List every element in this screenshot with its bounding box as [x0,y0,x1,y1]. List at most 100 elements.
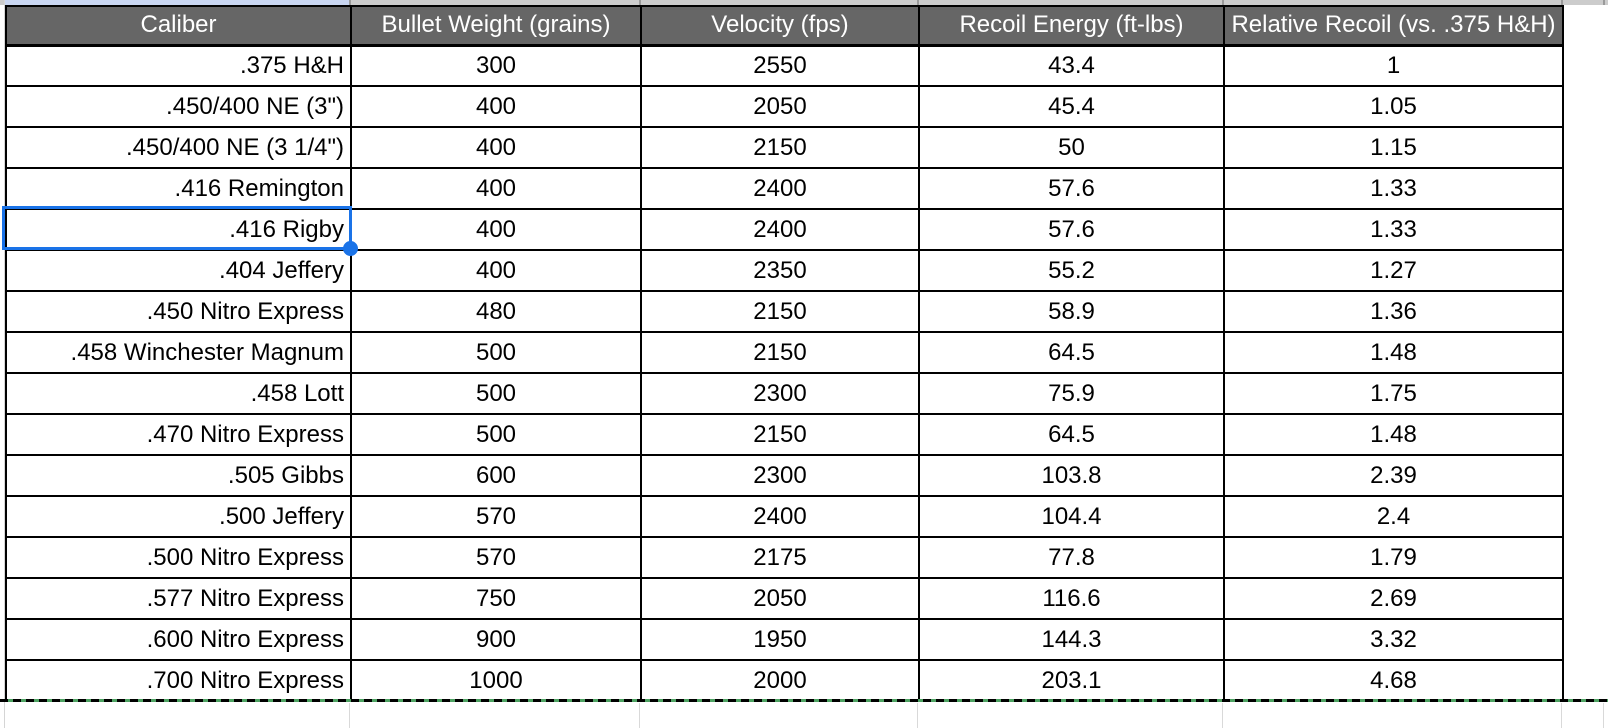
cell-A12[interactable]: .505 Gibbs [5,454,352,497]
cell-A13[interactable]: .500 Jeffery [5,495,352,538]
cell-A9[interactable]: .458 Winchester Magnum [5,331,352,374]
cell-B15[interactable]: 750 [350,577,642,620]
table-row: .458 Winchester Magnum 500 2150 64.5 1.48 [5,331,1564,374]
cell-E5[interactable]: 1.33 [1223,167,1564,210]
table-body: .375 H&H 300 2550 43.4 1.450/400 NE (3") 400 2… [5,44,1564,702]
header-cell-caliber[interactable]: Caliber [5,5,352,47]
gridline [1561,703,1562,728]
cell-D15[interactable]: 116.6 [918,577,1225,620]
cell-E9[interactable]: 1.48 [1223,331,1564,374]
table-row: .450 Nitro Express 480 2150 58.9 1.36 [5,290,1564,333]
cell-C5[interactable]: 2400 [640,167,920,210]
cell-E17[interactable]: 4.68 [1223,659,1564,702]
cell-C7[interactable]: 2350 [640,249,920,292]
cell-B11[interactable]: 500 [350,413,642,456]
cell-D9[interactable]: 64.5 [918,331,1225,374]
cell-B14[interactable]: 570 [350,536,642,579]
cell-E2[interactable]: 1 [1223,44,1564,87]
header-cell-bullet-weight[interactable]: Bullet Weight (grains) [350,5,642,47]
column-divider [639,0,641,5]
cell-C4[interactable]: 2150 [640,126,920,169]
cell-C14[interactable]: 2175 [640,536,920,579]
cell-D14[interactable]: 77.8 [918,536,1225,579]
cell-D11[interactable]: 64.5 [918,413,1225,456]
cell-C2[interactable]: 2550 [640,44,920,87]
cell-A2[interactable]: .375 H&H [5,44,352,87]
table-row: .700 Nitro Express 1000 2000 203.1 4.68 [5,659,1564,702]
cell-C8[interactable]: 2150 [640,290,920,333]
cell-D16[interactable]: 144.3 [918,618,1225,661]
cell-D8[interactable]: 58.9 [918,290,1225,333]
cell-B17[interactable]: 1000 [350,659,642,702]
cell-D3[interactable]: 45.4 [918,85,1225,128]
table-row: .470 Nitro Express 500 2150 64.5 1.48 [5,413,1564,456]
cell-A14[interactable]: .500 Nitro Express [5,536,352,579]
selection-box[interactable] [2,206,358,256]
cell-A17[interactable]: .700 Nitro Express [5,659,352,702]
cell-D6[interactable]: 57.6 [918,208,1225,251]
cell-E6[interactable]: 1.33 [1223,208,1564,251]
cell-A16[interactable]: .600 Nitro Express [5,618,352,661]
cell-B4[interactable]: 400 [350,126,642,169]
cell-A5[interactable]: .416 Remington [5,167,352,210]
cell-B3[interactable]: 400 [350,85,642,128]
cell-C6[interactable]: 2400 [640,208,920,251]
cell-E7[interactable]: 1.27 [1223,249,1564,292]
cell-E3[interactable]: 1.05 [1223,85,1564,128]
cell-C13[interactable]: 2400 [640,495,920,538]
header-cell-relative-recoil[interactable]: Relative Recoil (vs. .375 H&H) [1223,5,1564,47]
gridline [1222,703,1223,728]
cell-B9[interactable]: 500 [350,331,642,374]
cell-C17[interactable]: 2000 [640,659,920,702]
cell-A4[interactable]: .450/400 NE (3 1/4") [5,126,352,169]
cell-B7[interactable]: 400 [350,249,642,292]
cell-C3[interactable]: 2050 [640,85,920,128]
cell-B10[interactable]: 500 [350,372,642,415]
cell-B16[interactable]: 900 [350,618,642,661]
cell-E14[interactable]: 1.79 [1223,536,1564,579]
column-divider [1561,0,1563,5]
cell-A11[interactable]: .470 Nitro Express [5,413,352,456]
cell-C15[interactable]: 2050 [640,577,920,620]
cell-C10[interactable]: 2300 [640,372,920,415]
gridline [917,703,918,728]
cell-D13[interactable]: 104.4 [918,495,1225,538]
cell-E4[interactable]: 1.15 [1223,126,1564,169]
header-cell-velocity[interactable]: Velocity (fps) [640,5,920,47]
cell-A6[interactable]: .416 Rigby [5,208,352,251]
cell-A15[interactable]: .577 Nitro Express [5,577,352,620]
cell-E10[interactable]: 1.75 [1223,372,1564,415]
cell-D10[interactable]: 75.9 [918,372,1225,415]
cell-C11[interactable]: 2150 [640,413,920,456]
cell-C12[interactable]: 2300 [640,454,920,497]
cell-E8[interactable]: 1.36 [1223,290,1564,333]
cell-A8[interactable]: .450 Nitro Express [5,290,352,333]
cell-E11[interactable]: 1.48 [1223,413,1564,456]
cell-B12[interactable]: 600 [350,454,642,497]
cell-C16[interactable]: 1950 [640,618,920,661]
cell-B8[interactable]: 480 [350,290,642,333]
cell-D7[interactable]: 55.2 [918,249,1225,292]
cell-D5[interactable]: 57.6 [918,167,1225,210]
fill-handle[interactable] [343,241,358,256]
cell-B2[interactable]: 300 [350,44,642,87]
cell-E16[interactable]: 3.32 [1223,618,1564,661]
cell-D4[interactable]: 50 [918,126,1225,169]
cell-C9[interactable]: 2150 [640,331,920,374]
cell-D2[interactable]: 43.4 [918,44,1225,87]
cell-A7[interactable]: .404 Jeffery [5,249,352,292]
table-row: .450/400 NE (3 1/4") 400 2150 50 1.15 [5,126,1564,169]
cell-A3[interactable]: .450/400 NE (3") [5,85,352,128]
table-row: .404 Jeffery 400 2350 55.2 1.27 [5,249,1564,292]
cell-B6[interactable]: 400 [350,208,642,251]
cell-B13[interactable]: 570 [350,495,642,538]
cell-E15[interactable]: 2.69 [1223,577,1564,620]
header-cell-recoil-energy[interactable]: Recoil Energy (ft-lbs) [918,5,1225,47]
cell-D12[interactable]: 103.8 [918,454,1225,497]
cell-D17[interactable]: 203.1 [918,659,1225,702]
cell-A10[interactable]: .458 Lott [5,372,352,415]
cell-E12[interactable]: 2.39 [1223,454,1564,497]
cell-B5[interactable]: 400 [350,167,642,210]
cell-E13[interactable]: 2.4 [1223,495,1564,538]
